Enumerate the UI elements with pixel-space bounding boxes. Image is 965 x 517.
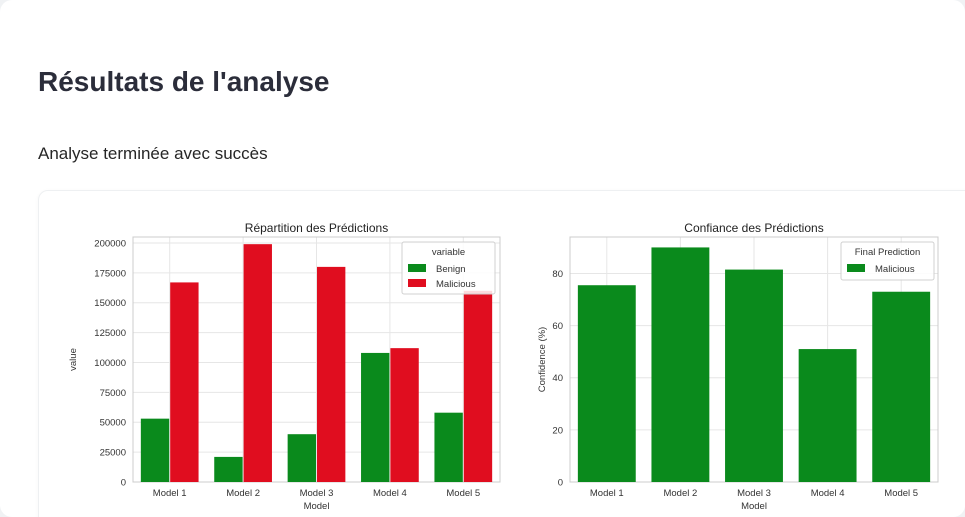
bar-benign-4 — [361, 353, 389, 482]
legend-entry-malicious: Malicious — [875, 264, 915, 275]
bar-benign-3 — [288, 434, 316, 482]
y-tick-label: 75000 — [100, 388, 126, 399]
legend-swatch-benign — [408, 264, 426, 272]
chart-title: Confiance des Prédictions — [684, 221, 823, 235]
bar-malicious-3 — [725, 270, 783, 482]
bar-malicious-5 — [872, 292, 930, 482]
x-tick-label: Model 1 — [153, 488, 187, 499]
x-axis-label: Model — [741, 501, 767, 512]
x-tick-label: Model 4 — [373, 488, 407, 499]
y-tick-label: 20 — [552, 425, 563, 436]
x-tick-label: Model 4 — [811, 488, 845, 499]
bar-malicious-4 — [799, 349, 857, 482]
y-tick-label: 150000 — [94, 298, 126, 309]
y-tick-label: 175000 — [94, 268, 126, 279]
bar-benign-1 — [141, 419, 169, 482]
x-tick-label: Model 2 — [663, 488, 697, 499]
x-tick-label: Model 2 — [226, 488, 260, 499]
y-tick-label: 40 — [552, 373, 563, 384]
chart-2: 0 20 40 60 80 Model 1 Model 2 Model 3 Model 4 Mod… — [537, 221, 938, 512]
x-tick-label: Model 1 — [590, 488, 624, 499]
legend: Final Prediction Malicious — [841, 242, 934, 280]
bar-malicious-1 — [578, 285, 636, 482]
chart-title: Répartition des Prédictions — [245, 221, 388, 235]
legend-entry-benign: Benign — [436, 264, 466, 275]
y-tick-label: 0 — [558, 478, 563, 489]
legend-entry-malicious: Malicious — [436, 279, 476, 290]
legend-title: variable — [432, 247, 465, 258]
chart-1: 0 25000 50000 75000 100000 125000 150000 175000… — [68, 221, 500, 512]
legend-swatch-malicious — [408, 279, 426, 287]
y-tick-label: 0 — [121, 478, 126, 489]
bar-malicious-1 — [170, 282, 198, 482]
bar-benign-2 — [214, 457, 242, 482]
y-axis-label: Confidence (%) — [537, 327, 548, 392]
bar-malicious-4 — [390, 348, 418, 482]
y-axis-label: value — [68, 348, 79, 371]
bar-malicious-3 — [317, 267, 345, 482]
x-tick-label: Model 3 — [737, 488, 771, 499]
x-axis-label: Model — [304, 501, 330, 512]
x-tick-label: Model 5 — [884, 488, 918, 499]
y-tick-label: 50000 — [100, 418, 126, 429]
legend-title: Final Prediction — [855, 247, 920, 258]
bar-benign-5 — [434, 413, 462, 482]
bar-malicious-5 — [464, 291, 492, 482]
bar-malicious-2 — [651, 247, 709, 482]
y-tick-label: 60 — [552, 321, 563, 332]
x-tick-label: Model 3 — [300, 488, 334, 499]
y-tick-label: 25000 — [100, 448, 126, 459]
legend-swatch-malicious — [847, 264, 865, 272]
y-tick-label: 80 — [552, 269, 563, 280]
y-tick-label: 125000 — [94, 328, 126, 339]
y-tick-label: 200000 — [94, 238, 126, 249]
bar-malicious-2 — [244, 244, 272, 482]
legend: variable Benign Malicious — [402, 242, 495, 294]
y-tick-label: 100000 — [94, 358, 126, 369]
x-tick-label: Model 5 — [446, 488, 480, 499]
